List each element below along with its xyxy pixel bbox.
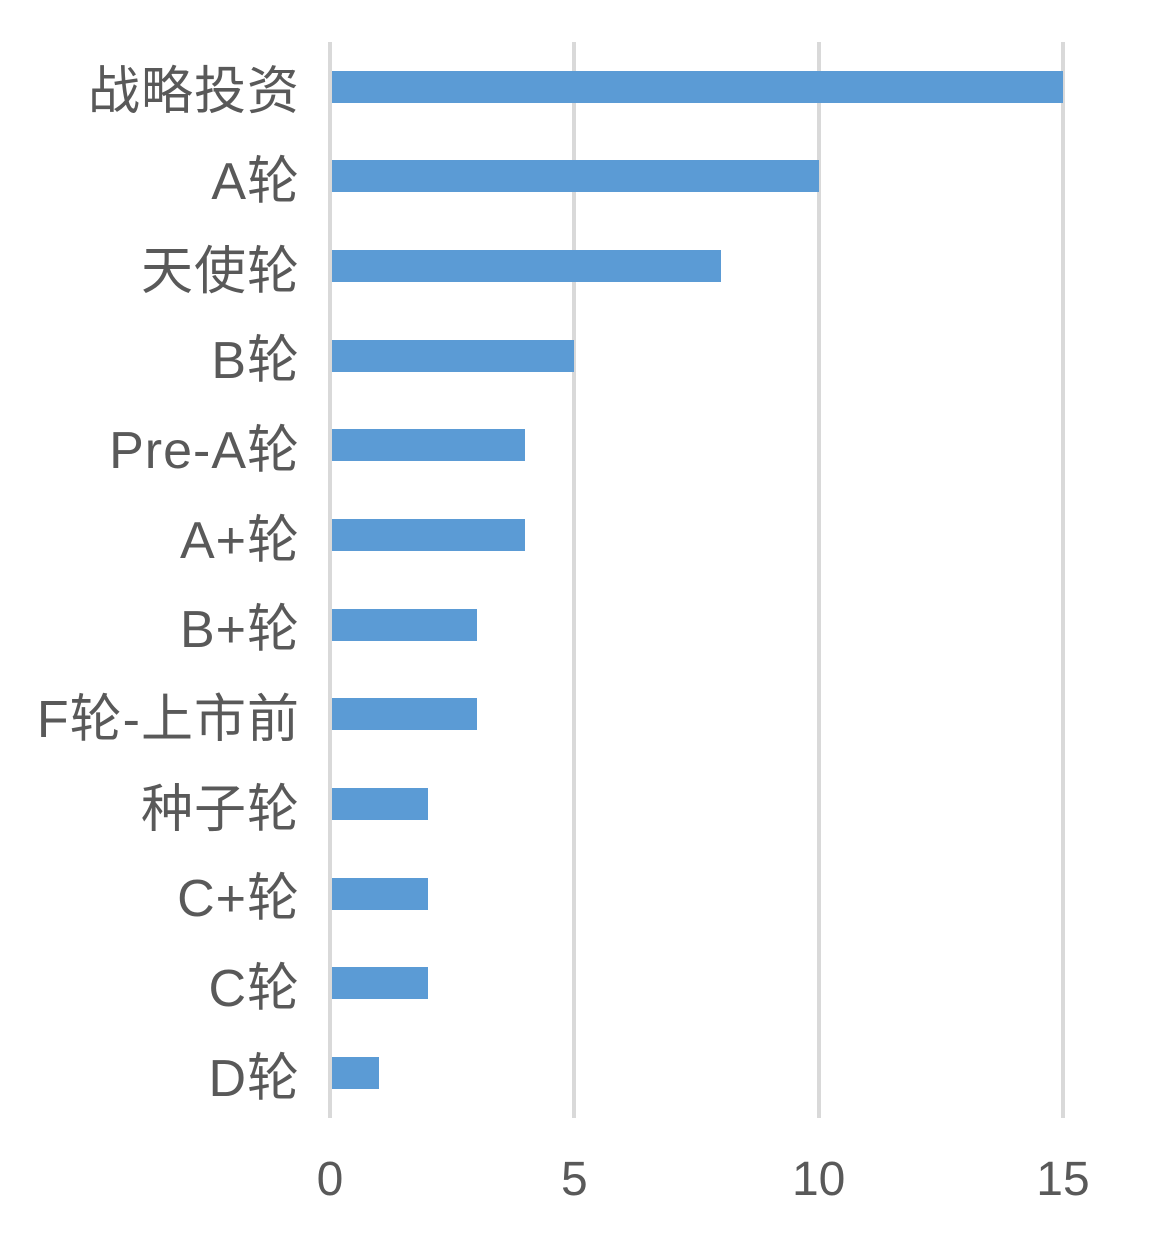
x-tick-label: 5 [560, 1153, 588, 1206]
category-label: B+轮 [179, 601, 300, 660]
gridline-x-10 [816, 42, 821, 1118]
bar-row: 天使轮 [0, 221, 1154, 311]
bar-row: 战略投资 [0, 42, 1154, 132]
category-label: F轮-上市前 [36, 690, 300, 749]
bar-Pre-A轮 [332, 429, 526, 462]
bar-row: B轮 [0, 311, 1154, 401]
gridline-x-15 [1061, 42, 1065, 1118]
category-label: C轮 [208, 959, 300, 1018]
bar-row: Pre-A轮 [0, 401, 1154, 491]
bar-row: D轮 [0, 1028, 1154, 1118]
category-label: C+轮 [177, 870, 300, 929]
gridline-x-5 [572, 42, 577, 1118]
x-tick-label: 15 [1036, 1153, 1090, 1206]
category-label: 天使轮 [140, 242, 300, 301]
bar-row: A+轮 [0, 490, 1154, 580]
category-label: B轮 [211, 332, 300, 391]
category-label: 种子轮 [140, 780, 300, 839]
bar-A+轮 [332, 519, 526, 552]
bar-row: 种子轮 [0, 759, 1154, 849]
bar-row: B+轮 [0, 580, 1154, 670]
bar-B+轮 [332, 608, 477, 641]
gridline-x-0 [328, 42, 332, 1118]
x-tick-label: 10 [791, 1153, 846, 1206]
bar-天使轮 [332, 250, 721, 283]
bar-A轮 [332, 160, 819, 193]
category-label: A轮 [211, 152, 300, 211]
category-label: D轮 [208, 1049, 300, 1108]
x-tick-label: 0 [316, 1153, 344, 1206]
bar-D轮 [332, 1057, 379, 1090]
bar-row: C轮 [0, 939, 1154, 1029]
bar-战略投资 [332, 70, 1063, 103]
category-label: A+轮 [179, 511, 300, 570]
bar-F轮-上市前 [332, 698, 477, 731]
bar-row: A轮 [0, 132, 1154, 222]
bar-row: C+轮 [0, 849, 1154, 939]
bar-C+轮 [332, 877, 428, 910]
bar-row: F轮-上市前 [0, 670, 1154, 760]
bar-种子轮 [332, 788, 428, 821]
category-label: 战略投资 [87, 63, 300, 122]
bar-C轮 [332, 967, 428, 1000]
category-label: Pre-A轮 [109, 421, 300, 480]
bar-B轮 [332, 339, 575, 372]
